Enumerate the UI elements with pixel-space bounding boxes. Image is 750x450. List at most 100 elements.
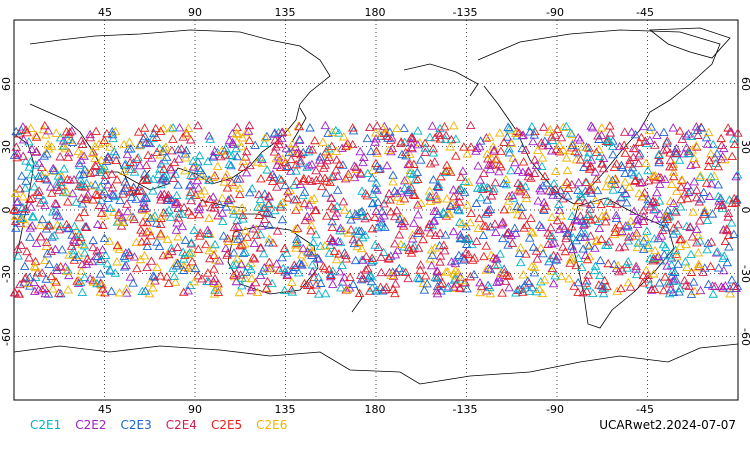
observation-triangle <box>725 127 735 136</box>
observation-triangle <box>390 239 400 248</box>
observation-triangle <box>41 237 52 246</box>
observation-triangle <box>649 284 660 294</box>
observation-triangle <box>539 197 549 207</box>
observation-triangle <box>274 173 285 183</box>
observation-triangle <box>526 213 536 222</box>
observation-triangle <box>638 211 649 220</box>
observation-triangle <box>407 234 418 243</box>
observation-triangle <box>34 186 44 195</box>
observation-triangle <box>494 159 505 169</box>
observation-triangle <box>462 200 473 209</box>
observation-triangle <box>386 270 397 279</box>
observation-triangle <box>255 229 266 239</box>
observation-triangle <box>74 212 85 222</box>
observation-triangle <box>504 282 514 292</box>
observation-triangle <box>471 198 482 207</box>
observation-triangle <box>232 253 243 263</box>
observation-triangle <box>271 259 282 268</box>
observation-triangle <box>47 207 58 216</box>
observation-triangle <box>346 224 356 234</box>
observation-triangle <box>335 226 345 235</box>
observation-triangle <box>193 244 204 253</box>
observation-triangle <box>567 253 577 262</box>
observation-triangle <box>159 144 169 153</box>
observation-triangle <box>404 149 415 158</box>
observation-triangle <box>672 186 682 195</box>
observation-triangle <box>494 272 504 282</box>
observation-triangle <box>10 188 21 198</box>
observation-triangle <box>64 250 74 259</box>
observation-triangle <box>31 146 42 156</box>
observation-triangle <box>527 282 537 292</box>
observation-triangle <box>348 126 359 135</box>
observation-triangle <box>67 126 77 135</box>
observation-triangle <box>689 153 699 162</box>
observation-triangle <box>138 228 148 237</box>
observation-triangle <box>539 275 550 284</box>
observation-triangle <box>85 132 96 142</box>
top-lon-tick: 90 <box>188 6 202 19</box>
observation-triangle <box>311 165 321 175</box>
observation-triangle <box>450 271 461 280</box>
observation-triangle <box>702 244 712 254</box>
observation-triangle <box>302 280 313 289</box>
observation-triangle <box>228 209 239 218</box>
observation-triangle <box>313 272 324 282</box>
observation-triangle <box>462 234 472 243</box>
observation-triangle <box>209 264 219 273</box>
observation-triangle <box>376 213 386 223</box>
observation-triangle <box>590 214 601 223</box>
observation-triangle <box>557 221 568 230</box>
observation-triangle <box>232 174 243 183</box>
observation-triangle <box>609 229 620 239</box>
observation-triangle <box>641 158 651 167</box>
observation-triangle <box>608 185 618 194</box>
observation-triangle <box>376 221 387 230</box>
observation-triangle <box>409 241 419 250</box>
left-lat-tick: 0 <box>0 207 13 214</box>
observation-triangle <box>695 285 706 295</box>
observation-triangle <box>178 247 188 256</box>
observation-triangle <box>269 147 280 156</box>
observation-triangle <box>117 212 127 222</box>
observation-triangle <box>590 195 601 205</box>
observation-triangle <box>518 130 529 139</box>
observation-triangle <box>415 265 425 274</box>
observation-triangle <box>528 242 539 251</box>
observation-triangle <box>531 246 542 255</box>
observation-triangle <box>442 194 452 203</box>
observation-triangle <box>427 121 438 130</box>
observation-triangle <box>309 193 319 203</box>
observation-triangle <box>177 209 188 218</box>
observation-triangle <box>278 154 288 163</box>
observation-triangle <box>253 157 263 166</box>
observation-triangle <box>170 277 181 286</box>
observation-triangle <box>29 277 39 287</box>
observation-triangle <box>682 193 693 203</box>
observation-triangle <box>582 254 593 264</box>
observation-triangle <box>308 237 319 247</box>
observation-triangle <box>65 127 75 136</box>
observation-triangle <box>51 179 62 188</box>
observation-triangle <box>243 126 254 135</box>
observation-triangle <box>237 281 247 290</box>
observation-triangle <box>491 254 501 263</box>
observation-triangle <box>430 243 440 252</box>
observation-triangle <box>573 287 583 296</box>
observation-triangle <box>536 186 546 195</box>
observation-triangle <box>454 205 465 215</box>
observation-triangle <box>555 185 566 195</box>
observation-triangle <box>580 232 590 241</box>
observation-triangle <box>703 127 714 137</box>
observation-triangle <box>641 265 652 275</box>
observation-triangle <box>388 176 398 186</box>
observation-triangle <box>261 208 271 217</box>
observation-triangle <box>180 166 190 175</box>
coastline-alaska <box>403 63 479 97</box>
observation-triangle <box>643 240 653 250</box>
observation-triangle <box>275 199 286 209</box>
observation-triangle <box>722 257 733 267</box>
observation-triangle <box>638 278 648 287</box>
observation-triangle <box>62 174 73 183</box>
observation-triangle <box>152 262 162 272</box>
